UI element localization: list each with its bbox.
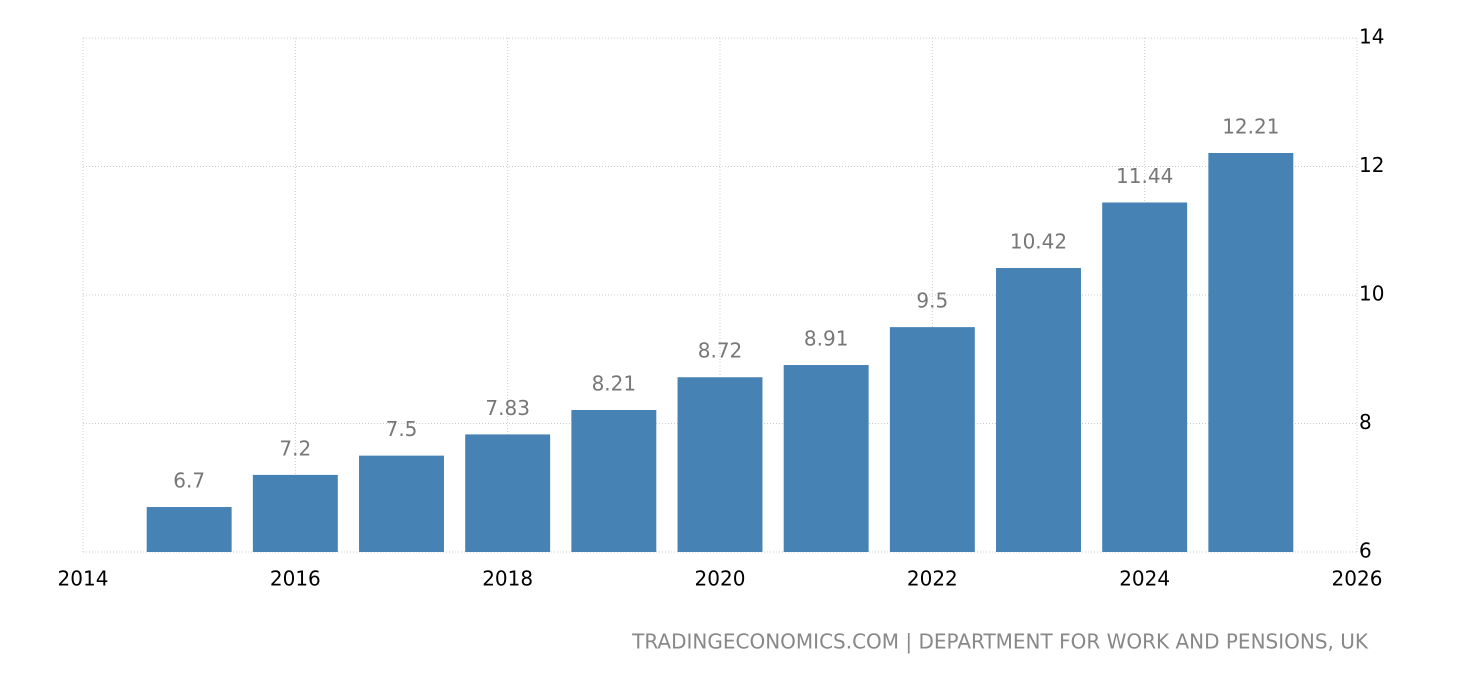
bar	[783, 365, 869, 552]
x-tick-label: 2020	[695, 567, 746, 591]
y-tick-label: 6	[1359, 539, 1372, 563]
value-label: 12.21	[1222, 115, 1279, 139]
value-label: 8.91	[804, 327, 849, 351]
y-tick-label: 14	[1359, 25, 1384, 49]
value-label: 8.21	[592, 372, 637, 396]
y-tick-label: 8	[1359, 410, 1372, 434]
value-label: 8.72	[698, 339, 743, 363]
value-label: 6.7	[173, 469, 205, 493]
value-label: 9.5	[916, 289, 948, 313]
y-tick-label: 10	[1359, 282, 1384, 306]
bar	[677, 377, 763, 552]
bar	[465, 434, 551, 552]
x-tick-label: 2024	[1119, 567, 1170, 591]
x-tick-label: 2016	[270, 567, 321, 591]
bar	[1208, 153, 1294, 552]
bar	[146, 507, 232, 552]
x-tick-label: 2022	[907, 567, 958, 591]
x-tick-label: 2014	[58, 567, 109, 591]
bar	[889, 327, 975, 552]
bar	[252, 474, 338, 552]
value-label: 10.42	[1010, 230, 1067, 254]
bar	[571, 410, 657, 552]
bar	[359, 455, 444, 552]
value-label: 7.83	[485, 396, 530, 420]
value-label: 7.2	[279, 436, 311, 460]
bar	[1102, 202, 1188, 553]
bar	[996, 268, 1081, 552]
source: TRADINGECONOMICS.COM | DEPARTMENT FOR WO…	[631, 630, 1369, 654]
y-tick-label: 12	[1359, 153, 1384, 177]
value-label: 11.44	[1116, 164, 1173, 188]
x-tick-label: 2018	[482, 567, 533, 591]
x-tick-label: 2026	[1332, 567, 1383, 591]
value-label: 7.5	[386, 417, 418, 441]
